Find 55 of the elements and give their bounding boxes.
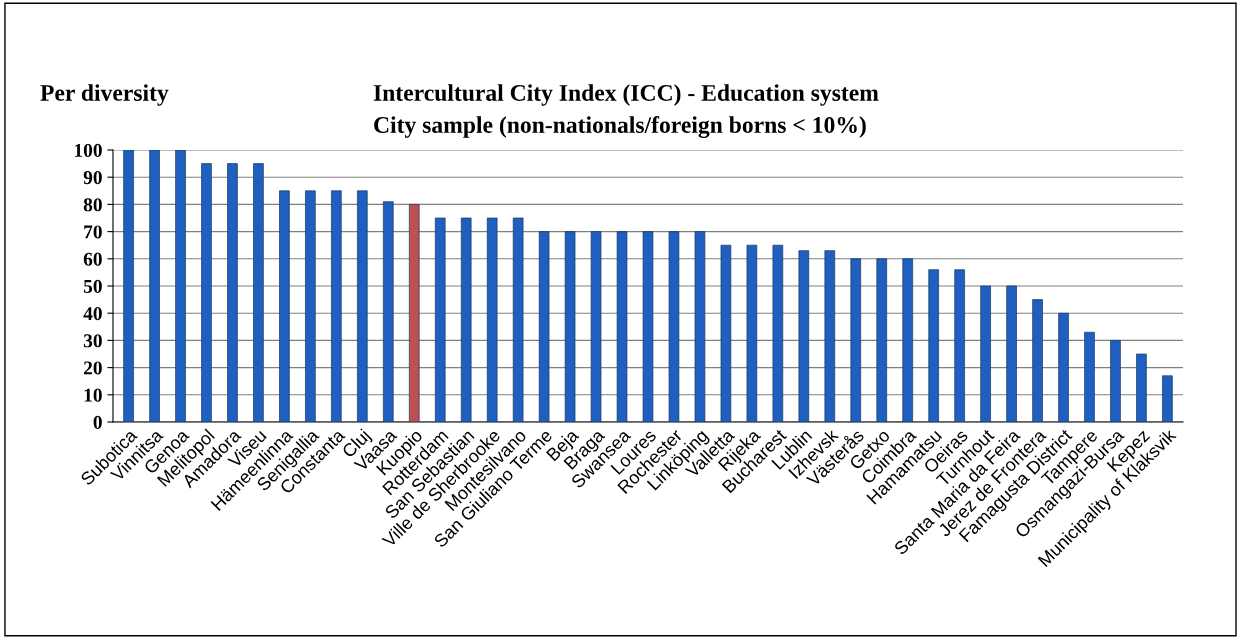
bar: [824, 250, 836, 422]
bar: [616, 231, 628, 422]
bar: [954, 269, 965, 422]
bar: [694, 231, 706, 422]
y-tick-label: 10: [84, 388, 102, 402]
bar: [1136, 353, 1147, 422]
bar: [253, 163, 264, 422]
bar: [538, 231, 550, 422]
bar: [305, 190, 316, 422]
chart-subtitle: City sample (non-nationals/foreign borns < 10%): [374, 116, 866, 138]
bar: [1006, 285, 1017, 422]
bar: [928, 269, 939, 422]
y-tick-label: 100: [74, 143, 102, 157]
bar: [408, 204, 420, 422]
y-tick-label: 0: [93, 415, 102, 429]
y-tick-label: 50: [83, 279, 102, 293]
y-tick-label: 70: [84, 225, 102, 239]
bar: [720, 244, 732, 422]
bar: [798, 250, 810, 422]
bar: [1162, 375, 1173, 422]
text: Per diversity: [40, 84, 169, 106]
y-tick-label: 40: [83, 307, 102, 321]
bar: [980, 285, 991, 422]
bar: [668, 231, 680, 422]
bar: [850, 258, 862, 422]
bar: [201, 163, 212, 422]
bar: [746, 244, 758, 422]
bar: [331, 190, 342, 422]
y-tick-label: 20: [83, 361, 102, 375]
bar: [486, 217, 498, 422]
bar: [876, 258, 888, 422]
bar: [1032, 299, 1043, 422]
bar: [902, 258, 913, 422]
y-tick-label: 90: [83, 171, 102, 185]
bar: [1058, 312, 1069, 422]
bar: [512, 217, 524, 422]
bar: [227, 163, 238, 422]
bar: [564, 231, 576, 422]
y-tick-label: 80: [83, 198, 102, 212]
bar: [175, 150, 186, 422]
bar: [1110, 340, 1121, 422]
bar: [434, 217, 446, 422]
bar: [460, 217, 472, 422]
y-tick-label: 60: [83, 252, 102, 266]
bar: [149, 150, 160, 422]
bar: [357, 190, 368, 422]
bar: [1084, 331, 1095, 422]
bar: [590, 231, 602, 422]
chart-title: Intercultural City Index (ICC) - Education system: [373, 84, 879, 106]
bar: [123, 150, 134, 422]
bar: [279, 190, 290, 422]
bar: [642, 231, 654, 422]
bar: [383, 201, 394, 422]
y-tick-label: 30: [83, 334, 102, 348]
bar: [772, 244, 784, 422]
